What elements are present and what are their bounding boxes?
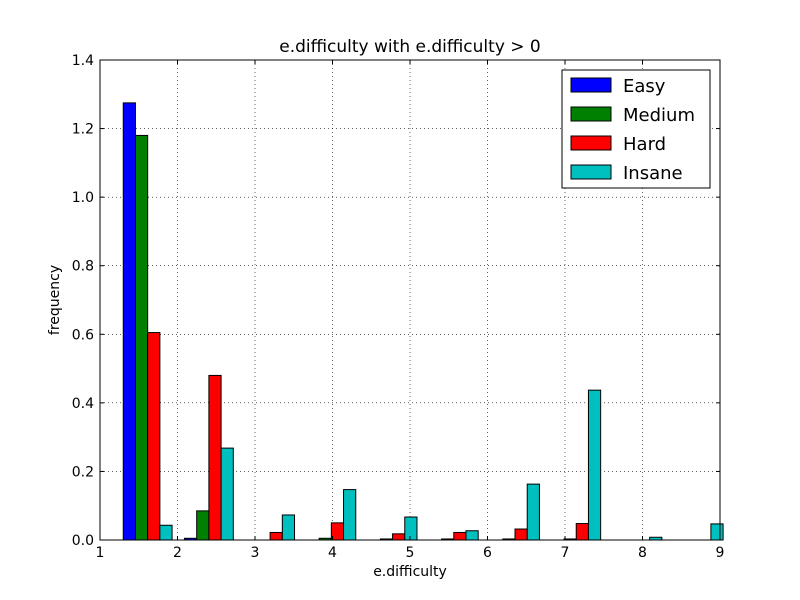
bar-insane <box>159 524 173 541</box>
legend-swatch <box>570 135 612 151</box>
bar-insane <box>220 447 234 541</box>
y-tick-label: 1.4 <box>72 53 94 69</box>
bar-hard <box>269 531 283 541</box>
x-tick-label: 7 <box>561 545 570 561</box>
bar-hard <box>453 531 467 541</box>
legend-label: Easy <box>623 76 666 97</box>
x-tick-label: 3 <box>251 545 260 561</box>
y-tick-label: 1.0 <box>72 190 94 206</box>
axis-ticks: 1 2 3 4 5 6 7 8 9 0.0 0.2 0.4 0.6 0.8 1.0 1.2 1.4 <box>72 53 725 561</box>
legend-label: Hard <box>623 134 666 155</box>
x-tick-label: 5 <box>406 545 415 561</box>
x-axis-label: e.difficulty <box>373 564 447 580</box>
y-axis-label: frequency <box>47 265 63 335</box>
x-tick-label: 6 <box>483 545 492 561</box>
bar-insane <box>281 514 296 541</box>
x-tick-label: 9 <box>716 545 725 561</box>
bar-insane <box>587 389 602 541</box>
bar-medium <box>134 134 149 541</box>
bar-hard <box>575 523 589 541</box>
bar-medium <box>196 510 210 541</box>
bar-insane <box>710 523 724 541</box>
bar-insane <box>526 483 540 541</box>
bar-hard <box>514 528 528 541</box>
y-tick-label: 0.0 <box>72 533 94 549</box>
legend: Easy Medium Hard Insane <box>561 69 711 189</box>
y-tick-label: 1.2 <box>72 122 94 138</box>
bar-hard <box>330 522 345 541</box>
bar-insane <box>465 530 479 541</box>
bar-insane <box>404 516 418 541</box>
y-tick-label: 0.8 <box>72 259 94 275</box>
y-tick-label: 0.2 <box>72 464 94 480</box>
legend-swatch <box>570 106 612 122</box>
bar-hard <box>208 374 222 541</box>
bar-insane <box>343 489 357 541</box>
bar-easy <box>122 102 136 541</box>
x-tick-label: 2 <box>173 545 182 561</box>
bars <box>122 102 724 541</box>
x-tick-label: 1 <box>96 545 105 561</box>
bar-hard <box>392 533 406 541</box>
chart-title: e.difficulty with e.difficulty > 0 <box>279 37 541 57</box>
legend-swatch <box>570 77 612 93</box>
x-tick-label: 4 <box>328 545 337 561</box>
legend-label: Insane <box>623 163 683 184</box>
legend-swatch <box>570 164 612 180</box>
x-tick-label: 8 <box>638 545 647 561</box>
legend-label: Medium <box>623 105 695 126</box>
y-tick-label: 0.4 <box>72 396 94 412</box>
y-tick-label: 0.6 <box>72 327 94 343</box>
bar-hard <box>147 332 161 541</box>
